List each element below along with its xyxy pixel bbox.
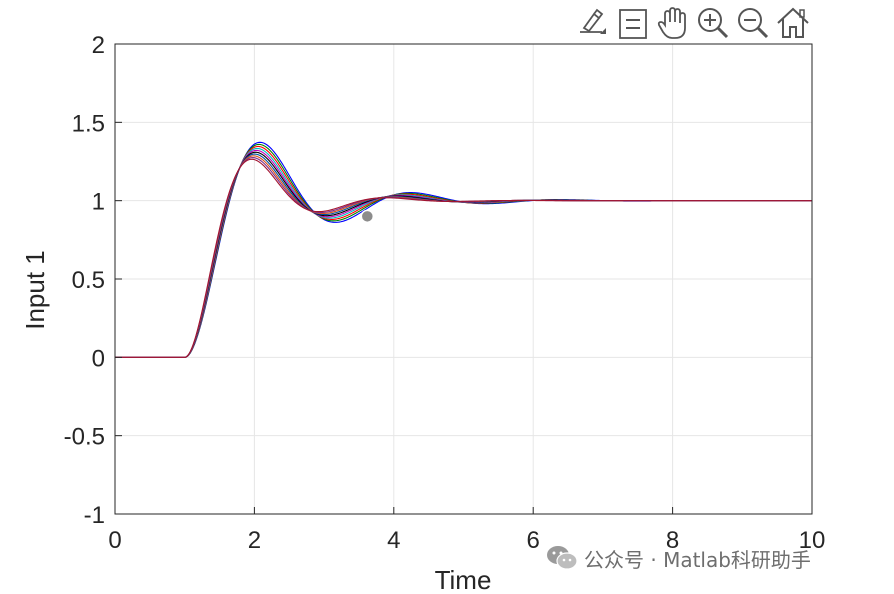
response-line-1 xyxy=(115,141,812,358)
response-line-10 xyxy=(115,158,812,358)
x-tick-labels: 0 2 4 6 8 10 xyxy=(108,527,825,554)
grid xyxy=(114,43,813,515)
y-tick-marks xyxy=(115,43,122,515)
x-tick-label: 0 xyxy=(108,527,121,554)
axes-toolbar xyxy=(574,4,814,42)
response-line-2 xyxy=(115,143,812,358)
y-tick-label: 1 xyxy=(92,189,105,216)
response-line-3 xyxy=(115,145,812,358)
response-line-8 xyxy=(115,155,812,358)
data-tip-marker[interactable] xyxy=(360,209,375,224)
x-tick-label: 6 xyxy=(527,527,540,554)
y-tick-label: -1 xyxy=(84,502,105,529)
x-tick-label: 4 xyxy=(387,527,400,554)
response-line-4 xyxy=(115,147,813,358)
response-line-6 xyxy=(115,151,812,358)
legend-icon[interactable] xyxy=(614,4,652,42)
x-tick-label: 10 xyxy=(799,527,826,554)
x-axis-label: Time xyxy=(435,565,492,594)
zoom-in-icon[interactable] xyxy=(694,4,732,42)
wechat-logo-icon xyxy=(547,546,578,570)
home-icon[interactable] xyxy=(774,4,812,42)
x-tick-label: 8 xyxy=(666,527,679,554)
x-tick-label: 2 xyxy=(248,527,261,554)
zoom-out-icon[interactable] xyxy=(734,4,772,42)
y-axis-label: Input 1 xyxy=(20,250,50,330)
pan-hand-icon[interactable] xyxy=(654,4,692,42)
y-tick-label: 0.5 xyxy=(72,267,105,294)
y-tick-label: 1.5 xyxy=(72,110,105,137)
plot-lines xyxy=(115,141,813,358)
watermark: 公众号 · Matlab科研助手 xyxy=(546,543,811,573)
edit-data-icon[interactable] xyxy=(574,4,612,42)
y-tick-labels: 2 1.5 1 0.5 0 -0.5 -1 xyxy=(64,32,105,529)
y-tick-label: 2 xyxy=(92,32,105,59)
response-line-7 xyxy=(115,153,812,358)
response-line-9 xyxy=(115,157,812,358)
y-tick-label: -0.5 xyxy=(64,424,105,451)
watermark-text: 公众号 · Matlab科研助手 xyxy=(584,547,811,572)
x-tick-marks xyxy=(114,507,813,514)
y-tick-label: 0 xyxy=(92,345,105,372)
response-line-5 xyxy=(115,149,812,358)
